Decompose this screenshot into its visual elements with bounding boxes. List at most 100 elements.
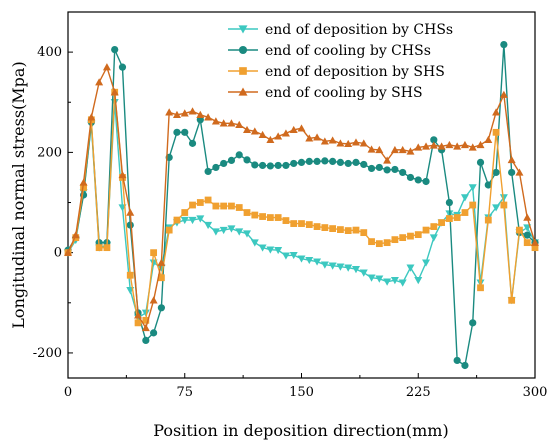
data-point: [453, 214, 461, 221]
data-point: [211, 117, 220, 125]
data-point: [258, 161, 267, 170]
data-point: [220, 159, 228, 168]
data-point: [398, 279, 407, 287]
legend-marker: [239, 67, 247, 75]
data-point: [173, 128, 181, 136]
data-point: [407, 232, 414, 240]
data-point: [422, 259, 431, 267]
data-point: [523, 239, 531, 247]
data-point: [289, 251, 298, 260]
data-point: [399, 234, 407, 242]
data-point: [383, 278, 392, 286]
data-point: [422, 142, 431, 150]
data-point: [468, 184, 477, 192]
data-point: [359, 139, 368, 147]
data-point: [196, 215, 205, 223]
data-point: [212, 202, 220, 210]
data-point: [437, 142, 446, 150]
data-point: [414, 277, 423, 285]
series-layer: [64, 40, 539, 370]
data-point: [258, 244, 267, 252]
data-point: [266, 214, 274, 221]
data-point: [111, 46, 119, 54]
data-point: [375, 275, 384, 283]
data-point: [492, 168, 500, 177]
data-point: [516, 226, 523, 234]
data-point: [492, 204, 501, 212]
x-tick-label: 225: [406, 385, 431, 400]
data-point: [430, 223, 438, 230]
data-point: [477, 284, 484, 292]
series-4: [64, 63, 539, 332]
data-point: [305, 157, 313, 166]
data-point: [351, 138, 360, 146]
data-point: [344, 139, 353, 148]
data-point: [375, 240, 383, 248]
data-point: [523, 231, 531, 239]
data-point: [297, 158, 306, 167]
y-tick-label: 400: [37, 45, 62, 60]
data-point: [313, 258, 322, 266]
data-point: [142, 316, 150, 324]
data-point: [422, 177, 430, 186]
data-point: [204, 196, 212, 204]
data-point: [150, 329, 158, 337]
data-point: [430, 136, 438, 144]
y-tick-label: 0: [54, 246, 62, 261]
data-point: [508, 168, 516, 177]
data-point: [383, 239, 391, 247]
data-point: [188, 139, 197, 147]
data-point: [196, 116, 204, 124]
data-point: [484, 216, 492, 224]
x-tick-label: 75: [176, 385, 193, 400]
data-point: [228, 202, 235, 210]
data-point: [150, 249, 158, 257]
legend-label: end of cooling by CHSs: [265, 43, 431, 59]
data-point: [87, 113, 96, 121]
data-point: [102, 63, 111, 71]
data-point: [188, 216, 197, 225]
data-point: [406, 147, 415, 155]
data-point: [165, 226, 173, 234]
data-point: [227, 156, 236, 165]
data-point: [321, 224, 329, 231]
data-point: [391, 165, 399, 174]
data-point: [468, 143, 477, 151]
data-point: [118, 63, 127, 71]
data-point: [367, 164, 376, 173]
data-point: [219, 226, 228, 235]
data-point: [414, 231, 422, 239]
data-point: [298, 220, 305, 227]
data-point: [390, 277, 399, 285]
data-point: [461, 209, 469, 216]
data-point: [251, 161, 259, 169]
data-point: [243, 125, 252, 134]
data-point: [158, 274, 165, 282]
legend-label: end of cooling by SHS: [265, 85, 423, 101]
data-point: [336, 158, 345, 167]
data-point: [469, 319, 477, 327]
legend-item: end of cooling by CHSs: [228, 43, 431, 59]
legend: end of deposition by CHSs end of cooling …: [228, 22, 453, 101]
data-point: [320, 261, 329, 269]
data-point: [337, 226, 344, 233]
data-point: [368, 238, 375, 246]
data-point: [375, 163, 383, 172]
data-point: [227, 225, 236, 233]
data-point: [360, 229, 368, 237]
data-point: [289, 125, 298, 134]
data-point: [259, 213, 266, 220]
legend-label: end of deposition by SHS: [265, 64, 445, 80]
data-point: [80, 184, 87, 191]
data-point: [64, 248, 72, 256]
data-point: [134, 319, 142, 327]
data-point: [243, 156, 251, 164]
x-tick-label: 300: [523, 385, 548, 400]
data-point: [414, 143, 423, 151]
data-point: [141, 309, 150, 317]
data-point: [235, 204, 243, 211]
data-point: [406, 264, 415, 272]
data-point: [367, 145, 376, 153]
data-point: [142, 336, 150, 344]
data-point: [445, 140, 454, 149]
